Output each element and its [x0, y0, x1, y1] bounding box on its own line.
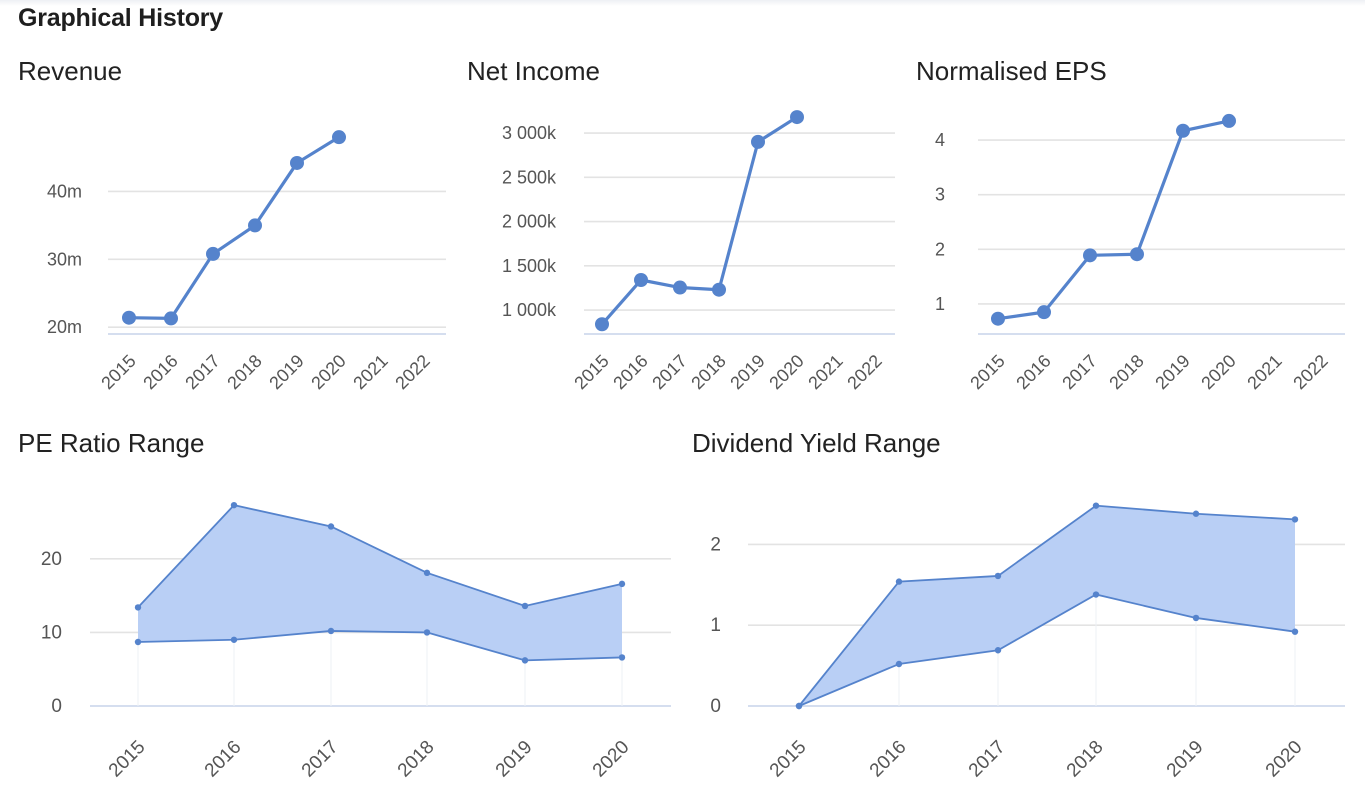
pe-ratio-range-range-band [138, 505, 622, 661]
normalised-eps-data-point [1083, 248, 1097, 263]
dividend-yield-range-low-point [1192, 614, 1200, 622]
pe-ratio-range-high-point [618, 580, 626, 588]
net-income-y-tick-label: 1 000k [502, 300, 557, 320]
dividend-yield-range-low-point [1092, 591, 1100, 598]
normalised-eps-data-point [1037, 305, 1051, 320]
dividend-yield-range-low-point [895, 660, 903, 668]
net-income-data-point [673, 280, 687, 295]
net-income-data-point [595, 317, 609, 332]
net-income-y-tick-label: 2 000k [502, 212, 557, 232]
dividend-yield-range-low-point [1291, 628, 1299, 635]
normalised-eps-y-tick-label: 1 [935, 294, 945, 314]
normalised-eps-y-tick-label: 3 [935, 185, 945, 205]
pe-ratio-range-high-point [521, 602, 529, 610]
pe-ratio-range-low-point [327, 627, 335, 635]
dividend-yield-range-y-tick-label: 1 [710, 615, 721, 636]
dividend-yield-range-x-tick-label: 2018 [1063, 737, 1108, 782]
pe-ratio-range-y-tick-label: 10 [41, 622, 62, 643]
normalised-eps-data-point [1222, 113, 1236, 128]
dividend-yield-range-x-tick-label: 2019 [1163, 737, 1208, 782]
normalised-eps-chart-title: Normalised EPS [916, 56, 1107, 86]
dividend-yield-range-high-line [798, 504, 1296, 707]
dividend-yield-range-low-point [795, 702, 803, 710]
top-shadow [0, 0, 1365, 6]
revenue-data-point [122, 310, 136, 325]
net-income-y-tick-label: 1 500k [502, 256, 557, 276]
dividend-yield-range-y-tick-label: 0 [710, 696, 721, 717]
net-income-y-tick-label: 3 000k [502, 123, 557, 143]
pe-ratio-range-high-line [137, 504, 623, 609]
pe-ratio-range-high-point [327, 523, 335, 530]
dividend-yield-range-x-tick-label: 2017 [965, 737, 1010, 782]
pe-ratio-range-low-point [230, 636, 238, 643]
dividend-yield-range-range-band [799, 505, 1295, 706]
revenue-data-point [164, 311, 178, 326]
dividend-yield-chart-title: Dividend Yield Range [692, 428, 941, 458]
dividend-yield-range-y-tick-label: 2 [710, 534, 721, 555]
pe-ratio-range-y-tick-label: 20 [41, 549, 62, 570]
revenue-y-tick-label: 40m [47, 181, 82, 201]
revenue-y-tick-label: 30m [47, 249, 82, 269]
net-income-series-line [600, 115, 798, 326]
normalised-eps-y-tick-label: 2 [935, 239, 945, 259]
dividend-yield-range-x-tick-label: 2016 [866, 737, 911, 782]
revenue-data-point [290, 155, 304, 170]
pe-ratio-range-y-tick-label: 0 [51, 696, 62, 717]
revenue-chart-title: Revenue [18, 56, 123, 86]
dividend-yield-range-low-point [994, 647, 1002, 654]
normalised-eps-data-point [1176, 123, 1190, 138]
pe-ratio-range-low-line [137, 630, 623, 662]
net-income-y-tick-label: 2 500k [502, 167, 557, 187]
normalised-eps-series-line [997, 119, 1230, 321]
pe-ratio-range-low-point [423, 629, 431, 636]
pe-ratio-range-low-point [134, 638, 142, 646]
normalised-eps-data-point [1130, 247, 1144, 262]
net-income-chart-title: Net Income [467, 56, 600, 86]
normalised-eps-y-tick-label: 4 [935, 130, 945, 150]
pe-ratio-chart-title: PE Ratio Range [18, 428, 205, 458]
dividend-yield-range-x-tick-label: 2020 [1262, 737, 1307, 782]
dividend-yield-range-high-point [1192, 510, 1200, 517]
net-income-data-point [790, 110, 804, 125]
dividend-yield-range-low-line [798, 593, 1296, 707]
pe-ratio-range-high-point [423, 569, 431, 577]
section-title: Graphical History [18, 4, 223, 32]
pe-ratio-range-high-point [230, 501, 238, 509]
dividend-yield-range-high-point [1092, 502, 1100, 509]
pe-ratio-range-low-point [521, 657, 529, 664]
pe-ratio-range-low-point [618, 654, 626, 661]
net-income-data-point [634, 272, 648, 287]
dividend-yield-range-high-point [895, 578, 903, 585]
net-income-data-point [712, 282, 726, 297]
dividend-yield-range-x-tick-label: 2015 [766, 737, 811, 782]
revenue-data-point [248, 218, 262, 233]
pe-ratio-range-high-point [134, 604, 142, 611]
normalised-eps-data-point [991, 311, 1005, 326]
dividend-yield-range-high-point [994, 572, 1002, 580]
dividend-yield-range-high-point [1291, 516, 1299, 523]
revenue-data-point [206, 246, 220, 261]
revenue-series-line [128, 135, 340, 320]
revenue-data-point [332, 130, 346, 145]
revenue-y-tick-label: 20m [47, 317, 82, 337]
net-income-data-point [751, 134, 765, 149]
